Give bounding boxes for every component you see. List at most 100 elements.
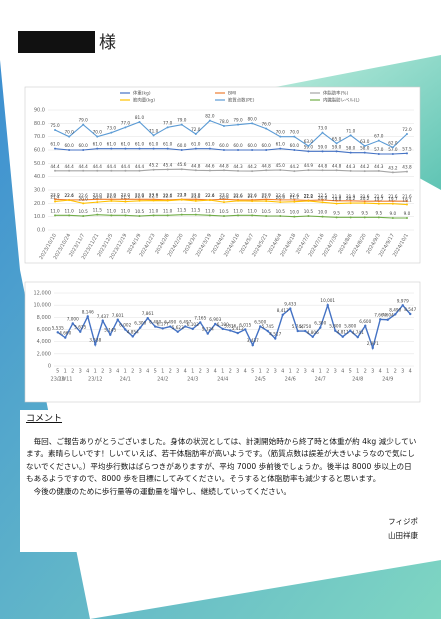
- data-label: 6,103: [187, 322, 199, 327]
- data-label: 71.0: [149, 128, 159, 133]
- y-tick-label: 12,000: [34, 291, 52, 297]
- point: [326, 303, 329, 307]
- signature-name: 山田祥康: [388, 531, 418, 540]
- data-label: 20.9: [219, 195, 229, 200]
- point: [265, 215, 268, 217]
- series-line: [54, 148, 407, 155]
- point: [335, 202, 338, 205]
- point: [405, 217, 408, 219]
- x-tick-label: 2: [229, 369, 232, 375]
- point: [293, 198, 296, 201]
- x-tick-label: 1: [386, 369, 389, 375]
- data-label: 61.0: [107, 142, 117, 147]
- point: [222, 149, 225, 151]
- data-label: 44.3: [374, 164, 384, 169]
- series-line: [57, 302, 411, 351]
- point: [110, 147, 113, 150]
- x-tick-label: 2: [169, 369, 172, 375]
- data-label: 60.0: [247, 143, 257, 148]
- point: [208, 214, 211, 217]
- point: [208, 199, 211, 202]
- point: [82, 198, 85, 201]
- point: [138, 121, 141, 123]
- point: [166, 126, 169, 129]
- x-tick-label: 5: [349, 369, 352, 375]
- data-label: 57.0: [374, 147, 384, 152]
- data-label: 60.0: [290, 143, 300, 148]
- point: [409, 312, 412, 316]
- point: [124, 169, 127, 172]
- x-tick-label: 2: [364, 369, 367, 375]
- point: [82, 123, 85, 126]
- point: [391, 146, 394, 149]
- data-label: 70.0: [290, 130, 300, 135]
- point: [109, 333, 112, 336]
- x-group-label: 23/11: [58, 377, 72, 383]
- point: [54, 129, 57, 131]
- legend-label: BMI: [228, 91, 236, 97]
- data-label: 21.8: [191, 194, 201, 199]
- x-tick-label: 5: [154, 369, 157, 375]
- point: [138, 199, 141, 202]
- x-tick-label: 1: [124, 369, 127, 375]
- x-tick-label: 4: [214, 369, 217, 375]
- data-label: 20.2: [360, 196, 370, 201]
- data-label: 19.1: [402, 198, 412, 203]
- data-label: 44.8: [332, 163, 342, 168]
- point: [166, 214, 169, 217]
- point: [82, 215, 85, 217]
- data-label: 23.0: [177, 192, 187, 197]
- point: [54, 169, 57, 172]
- point: [54, 214, 57, 217]
- x-tick-label: 2: [71, 369, 74, 375]
- data-label: 23.0: [107, 192, 117, 197]
- data-label: 58.0: [360, 146, 370, 151]
- point: [279, 169, 282, 171]
- data-label: 5,623: [172, 325, 184, 330]
- legend-label: 体重(kg): [133, 90, 151, 97]
- point: [349, 202, 352, 205]
- point: [321, 169, 324, 172]
- point: [138, 198, 141, 201]
- point: [356, 335, 359, 339]
- series-line: [55, 198, 407, 202]
- point: [244, 328, 247, 331]
- x-tick-label: 3: [206, 369, 209, 375]
- point: [279, 147, 282, 150]
- data-label: 11.0: [233, 208, 243, 213]
- point: [166, 168, 169, 171]
- point: [194, 199, 197, 202]
- data-label: 45.2: [149, 163, 159, 168]
- point: [208, 147, 211, 150]
- x-tick-label: 4: [281, 369, 284, 375]
- data-label: 10,001: [320, 298, 335, 303]
- data-label: 44.3: [233, 164, 243, 169]
- x-tick-label: 1: [161, 369, 164, 375]
- y-tick-label: 0.0: [37, 228, 45, 234]
- point: [138, 169, 141, 172]
- data-label: 21.2: [290, 195, 300, 200]
- data-label: 44.3: [346, 164, 356, 169]
- data-label: 5,745: [262, 324, 274, 329]
- data-label: 44.4: [79, 164, 89, 169]
- point: [307, 145, 310, 147]
- data-label: 44.4: [135, 164, 145, 169]
- data-label: 23.0: [191, 192, 201, 197]
- y-tick-label: 0: [48, 364, 51, 370]
- point: [377, 153, 380, 155]
- point: [363, 170, 366, 173]
- point: [110, 199, 113, 202]
- point: [251, 170, 254, 173]
- point: [405, 170, 408, 173]
- point: [237, 123, 240, 126]
- point: [124, 328, 127, 331]
- y-tick-label: 4,000: [37, 339, 51, 345]
- data-label: 9.5: [361, 210, 368, 215]
- point: [251, 149, 254, 151]
- data-label: 61.0: [276, 142, 286, 147]
- point: [321, 150, 324, 153]
- data-label: 45.4: [163, 162, 173, 167]
- data-label: 5,324: [202, 327, 214, 332]
- point: [311, 335, 314, 338]
- data-label: 5,800: [344, 324, 356, 329]
